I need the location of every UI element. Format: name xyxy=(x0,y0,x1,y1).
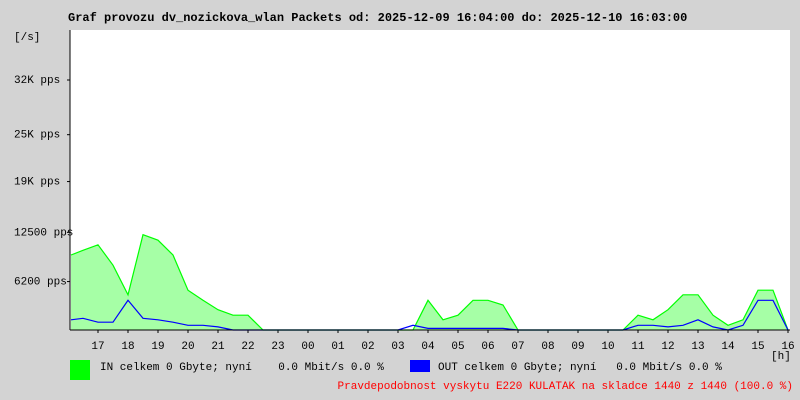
x-tick-label: 23 xyxy=(271,341,284,353)
y-tick-label: 25K pps xyxy=(14,130,60,142)
y-tick-label: 19K pps xyxy=(14,176,60,188)
y-tick-label: 32K pps xyxy=(14,75,60,87)
x-tick-label: 07 xyxy=(511,341,524,353)
x-tick-label: 20 xyxy=(181,341,194,353)
x-tick-label: 10 xyxy=(601,341,614,353)
y-unit: [/s] xyxy=(14,32,40,44)
x-unit: [h] xyxy=(771,351,791,363)
x-tick-label: 02 xyxy=(361,341,374,353)
legend-label: IN celkem 0 Gbyte; nyní 0.0 Mbit/s 0.0 % xyxy=(100,362,384,374)
x-tick-label: 14 xyxy=(721,341,735,353)
x-tick-label: 03 xyxy=(391,341,404,353)
x-tick-label: 21 xyxy=(211,341,225,353)
x-tick-label: 04 xyxy=(421,341,435,353)
series-line xyxy=(70,299,789,331)
x-tick-label: 12 xyxy=(661,341,674,353)
plot-area xyxy=(70,30,790,330)
x-tick-label: 13 xyxy=(691,341,704,353)
x-tick-label: 00 xyxy=(301,341,314,353)
x-tick-label: 18 xyxy=(121,341,134,353)
x-tick-label: 16 xyxy=(781,341,794,353)
x-tick-label: 09 xyxy=(571,341,584,353)
x-tick-label: 06 xyxy=(481,341,494,353)
x-tick-label: 05 xyxy=(451,341,464,353)
series-line xyxy=(70,233,789,331)
x-tick-label: 01 xyxy=(331,341,345,353)
x-tick-label: 19 xyxy=(151,341,164,353)
x-tick-label: 17 xyxy=(91,341,104,353)
legend-label: OUT celkem 0 Gbyte; nyní 0.0 Mbit/s 0.0 … xyxy=(438,362,722,374)
chart-title: Graf provozu dv_nozickova_wlan Packets o… xyxy=(68,11,687,25)
series-area xyxy=(71,234,788,330)
x-tick-label: 11 xyxy=(631,341,645,353)
legend-swatch-in xyxy=(70,360,90,380)
x-tick-label: 15 xyxy=(751,341,764,353)
footer-note: Pravdepodobnost vyskytu E220 KULATAK na … xyxy=(338,381,793,393)
x-tick-label: 22 xyxy=(241,341,254,353)
y-tick-label: 6200 pps xyxy=(14,276,67,288)
y-tick-label: 12500 pps xyxy=(14,227,73,239)
x-tick-label: 08 xyxy=(541,341,554,353)
legend-swatch-out xyxy=(410,360,430,372)
